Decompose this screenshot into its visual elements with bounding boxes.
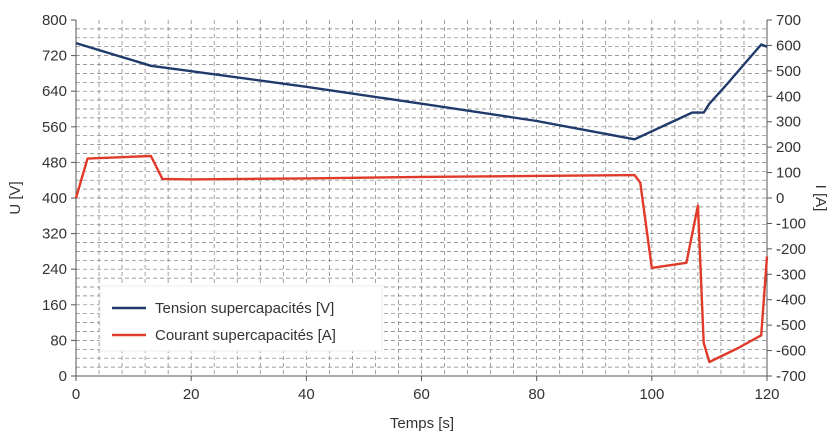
y-right-tick-label: 100 (776, 165, 801, 182)
y-right-tick-label: 200 (776, 139, 801, 156)
legend: Tension supercapacités [V] Courant super… (99, 285, 383, 352)
y-left-tick-label: 240 (42, 261, 67, 278)
y-left-tick-label: 0 (59, 368, 67, 385)
y-right-tick-label: -700 (776, 368, 806, 385)
x-tick-label: 120 (754, 386, 779, 403)
y-left-tick-label: 80 (50, 332, 67, 349)
y-left-tick-label: 480 (42, 154, 67, 171)
tick-labels: 0 20 40 60 80 100 120 0 80 160 240 320 400 480 560 640 7… (42, 12, 806, 403)
legend-label-tension: Tension supercapacités [V] (155, 300, 334, 317)
y-left-tick-label: 400 (42, 190, 67, 207)
x-axis-title: Temps [s] (390, 415, 454, 432)
y-left-tick-label: 560 (42, 119, 67, 136)
y-right-tick-label: -500 (776, 317, 806, 334)
axes (71, 19, 772, 381)
y-right-tick-label: 700 (776, 12, 801, 29)
x-tick-label: 20 (183, 386, 200, 403)
y-axis-left-title: U [V] (7, 181, 24, 214)
y-left-tick-label: 800 (42, 12, 67, 29)
y-right-tick-label: 500 (776, 63, 801, 80)
y-right-tick-label: -300 (776, 266, 806, 283)
grid (76, 20, 767, 376)
y-left-tick-label: 640 (42, 83, 67, 100)
y-axis-right-title: I [A] (812, 185, 829, 212)
y-right-tick-label: 400 (776, 88, 801, 105)
y-right-tick-label: -100 (776, 215, 806, 232)
series (74, 41, 769, 364)
x-tick-label: 0 (72, 386, 80, 403)
x-tick-label: 60 (413, 386, 430, 403)
y-left-tick-label: 160 (42, 297, 67, 314)
legend-box (99, 285, 383, 352)
series-line-courant (74, 154, 769, 364)
series-line-tension (75, 41, 768, 141)
legend-label-courant: Courant supercapacités [A] (155, 327, 336, 344)
x-tick-label: 80 (528, 386, 545, 403)
y-right-tick-label: 0 (776, 190, 784, 207)
y-left-tick-label: 720 (42, 48, 67, 65)
y-left-tick-label: 320 (42, 226, 67, 243)
y-right-tick-label: -200 (776, 241, 806, 258)
y-right-tick-label: 600 (776, 37, 801, 54)
y-right-tick-label: 300 (776, 114, 801, 131)
x-tick-label: 100 (639, 386, 664, 403)
y-right-tick-label: -600 (776, 343, 806, 360)
y-right-tick-label: -400 (776, 292, 806, 309)
x-tick-label: 40 (298, 386, 315, 403)
